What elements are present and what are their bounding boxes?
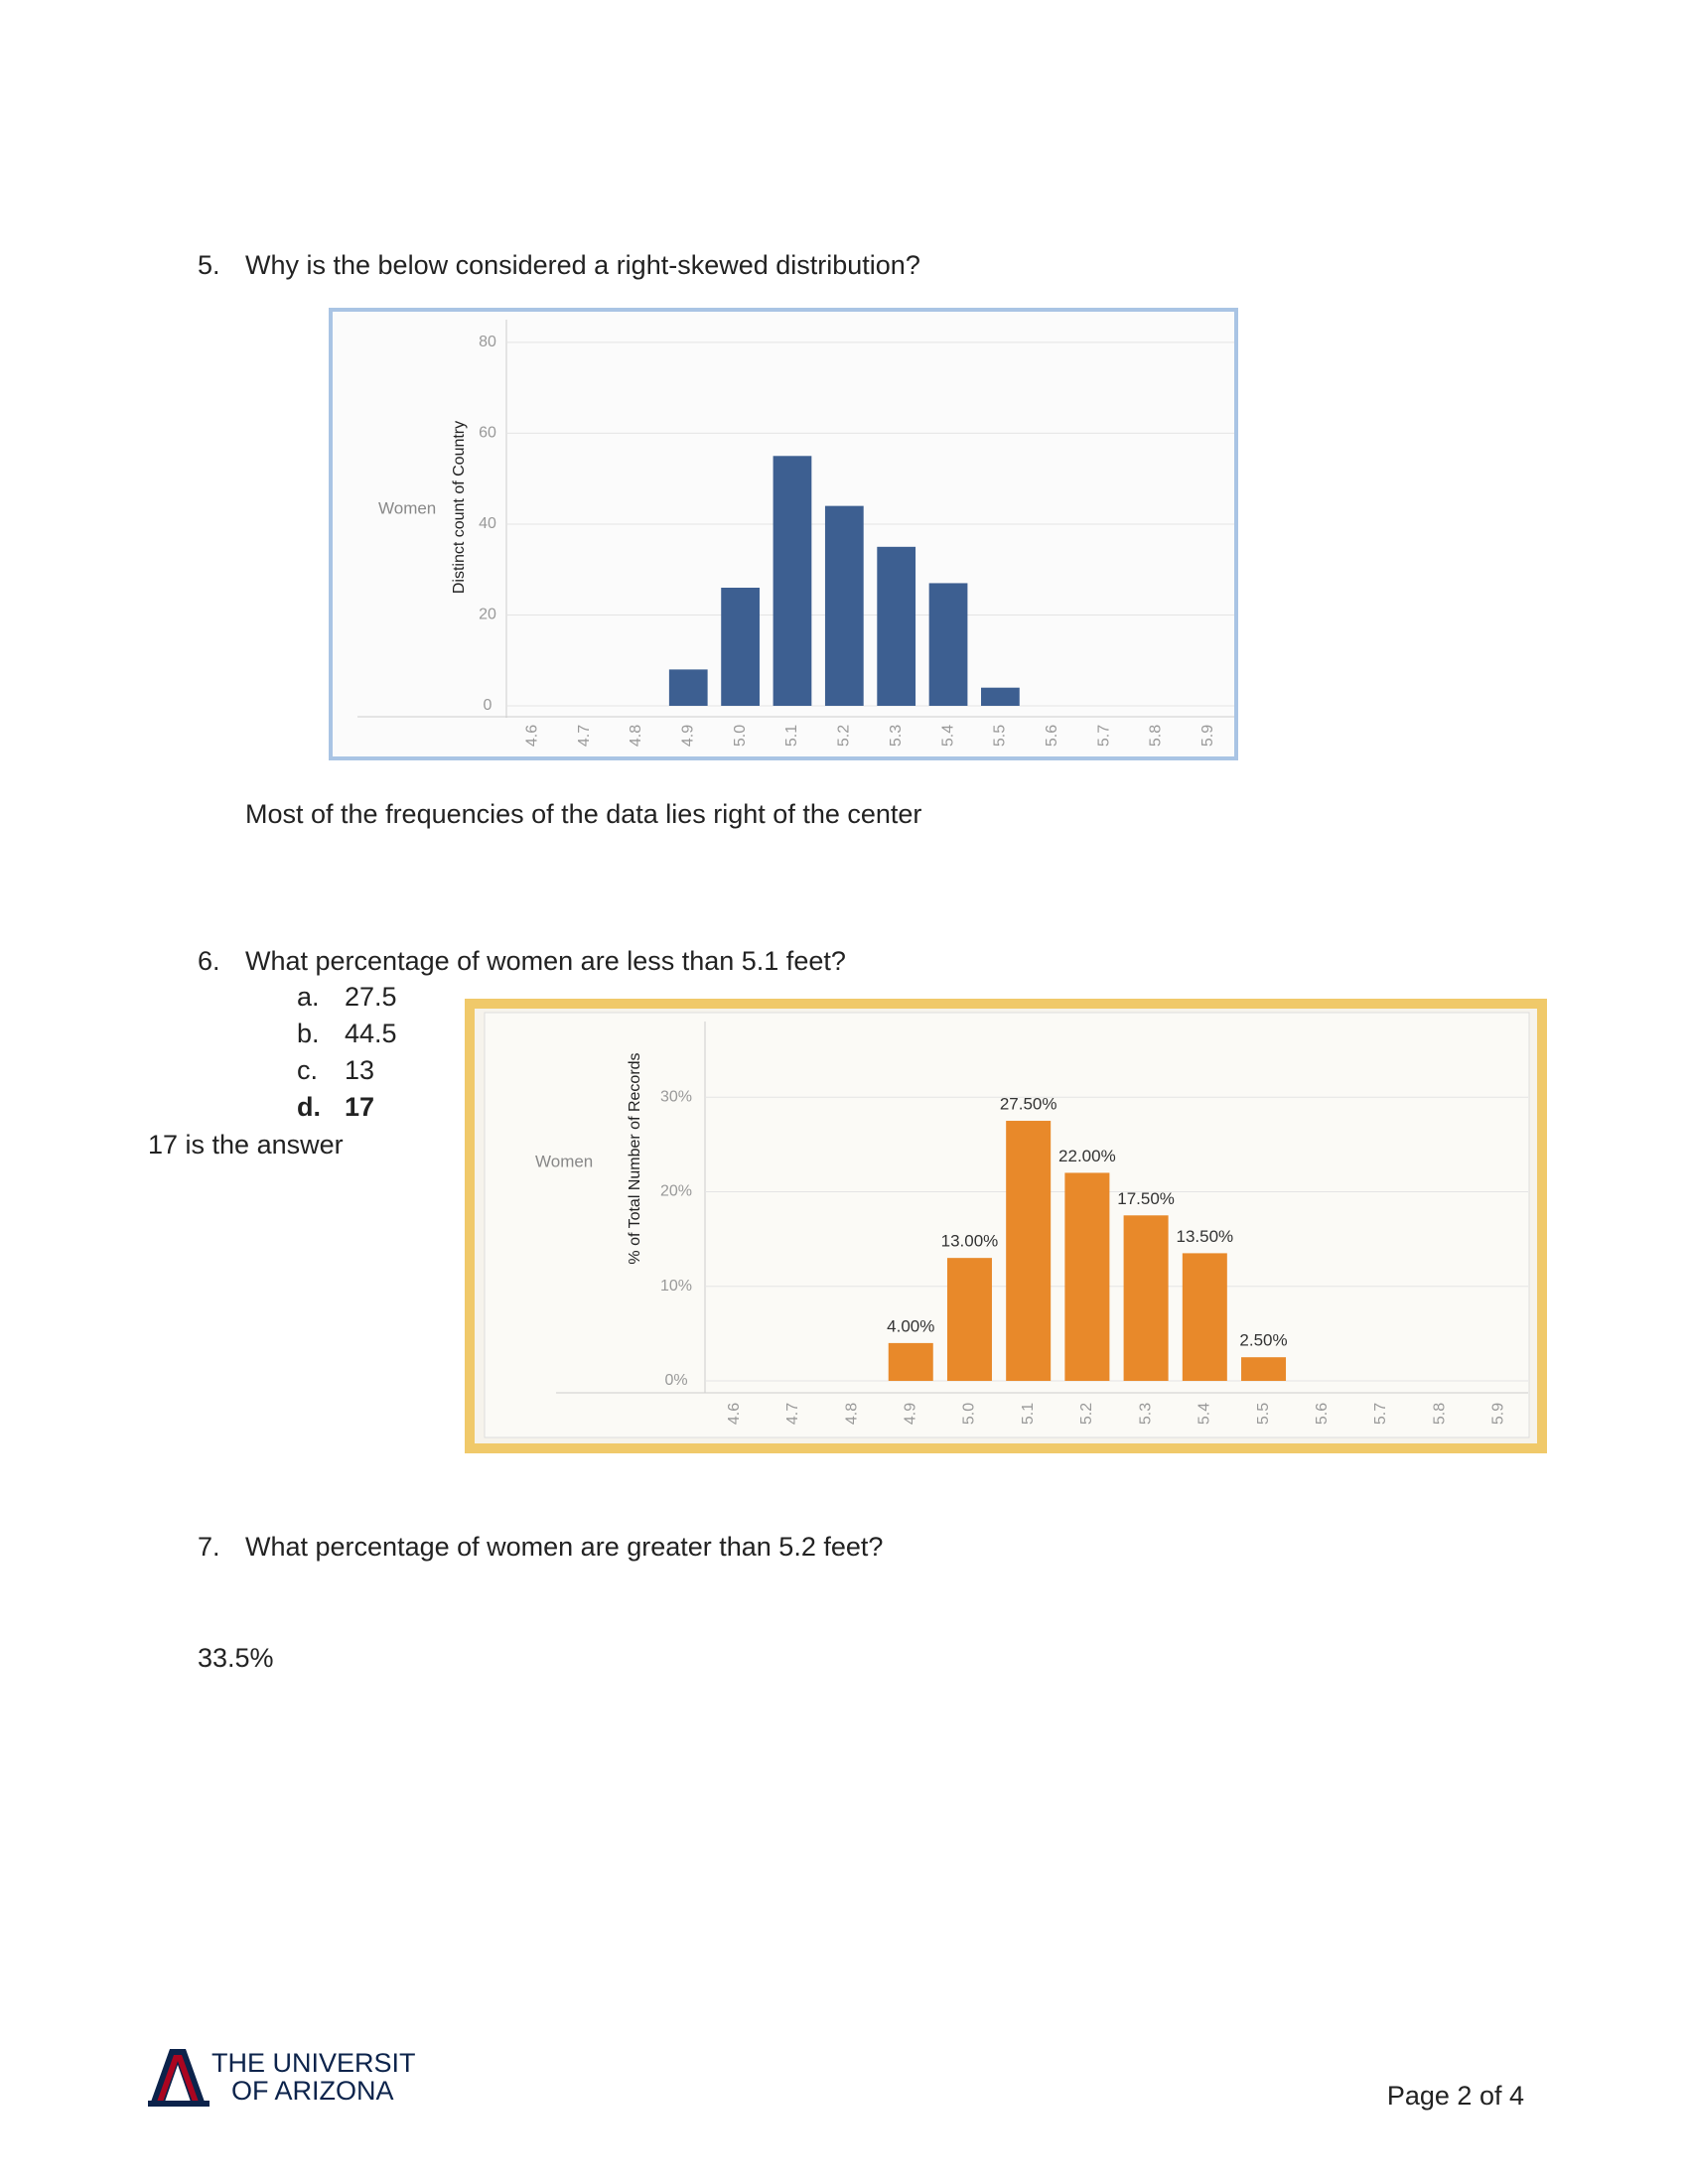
row-label: Women [535,1152,593,1170]
bar [928,583,968,706]
bar [1182,1253,1227,1381]
bar [1064,1172,1110,1381]
x-tick-label: 4.6 [726,1403,743,1425]
x-tick-label: 5.1 [1020,1403,1037,1425]
bar [888,1342,933,1381]
x-tick-label: 5.1 [783,725,800,747]
x-tick-label: 5.8 [1148,725,1165,747]
y-axis-label: % of Total Number of Records [627,1052,643,1264]
y-tick-label: 0% [664,1372,687,1389]
y-tick-label: 30% [660,1088,692,1105]
x-tick-label: 5.4 [939,725,956,747]
x-tick-label: 5.9 [1490,1403,1507,1425]
x-tick-label: 5.2 [1078,1403,1095,1425]
chart-height-count: 0 20 40 60 80 Distinct count of Country Women 4… [329,308,1238,760]
chart-height-percent: 0% 10% 20% 30% % of Total Number of Records W… [465,999,1547,1453]
bar [824,505,864,706]
value-label: 2.50% [1239,1331,1287,1350]
bar [946,1258,992,1381]
logo-text: THE UNIVERSITY [211,2048,416,2078]
option-text: 13 [345,1055,375,1085]
y-tick-label: 20 [479,607,496,623]
x-tick-label: 5.5 [992,725,1009,747]
answer-text: 33.5% [198,1643,274,1673]
question-number: 6. [198,946,220,976]
x-tick-label: 5.0 [732,725,749,747]
y-axis-label: Distinct count of Country [451,421,468,594]
answer-text: Most of the frequencies of the data lies… [245,799,922,829]
y-tick-label: 40 [479,515,496,532]
x-tick-label: 5.8 [1431,1403,1448,1425]
bar [668,669,708,706]
y-tick-label: 0 [484,697,492,714]
logo-text: OF ARIZONA [231,2076,394,2106]
bar [1123,1215,1169,1381]
bar [1241,1357,1287,1381]
x-tick-label: 4.7 [784,1403,801,1425]
x-tick-label: 4.7 [576,725,593,747]
question-text: What percentage of women are less than 5… [245,946,846,976]
value-label: 4.00% [887,1316,934,1335]
question-text: What percentage of women are greater tha… [245,1532,884,1562]
x-tick-label: 4.9 [902,1403,918,1425]
option-text: 17 [345,1092,375,1122]
y-tick-label: 10% [660,1278,692,1295]
x-tick-label: 5.3 [888,725,905,747]
x-tick-label: 5.3 [1137,1403,1154,1425]
value-label: 22.00% [1058,1147,1116,1165]
y-tick-label: 60 [479,425,496,442]
x-tick-label: 5.9 [1199,725,1216,747]
option-letter: b. [297,1019,320,1048]
bar [981,687,1020,706]
x-tick-label: 5.7 [1095,725,1112,747]
question-number: 5. [198,250,220,280]
x-tick-label: 5.0 [961,1403,978,1425]
x-tick-label: 4.9 [679,725,696,747]
value-label: 13.50% [1176,1227,1233,1246]
x-tick-label: 5.5 [1255,1403,1272,1425]
bar [773,456,812,706]
value-label: 27.50% [1000,1095,1057,1114]
bar [1006,1121,1052,1381]
option-text: 27.5 [345,982,397,1012]
y-tick-label: 80 [479,334,496,350]
logo-bar [148,2101,210,2107]
value-label: 17.50% [1117,1189,1175,1208]
x-tick-label: 4.8 [843,1403,860,1425]
x-tick-label: 5.7 [1372,1403,1389,1425]
question-number: 7. [198,1532,220,1562]
x-tick-label: 4.8 [628,725,644,747]
option-letter: a. [297,982,320,1012]
question-text: Why is the below considered a right-skew… [245,250,920,280]
x-tick-label: 5.4 [1196,1403,1213,1425]
bar [721,588,760,706]
option-text: 44.5 [345,1019,397,1048]
university-logo: THE UNIVERSITY OF ARIZONA [148,2048,416,2107]
x-tick-label: 5.6 [1314,1403,1331,1425]
x-tick-label: 5.6 [1044,725,1060,747]
option-letter: c. [297,1055,319,1085]
x-tick-label: 4.6 [523,725,540,747]
x-tick-label: 5.2 [836,725,853,747]
answer-text: 17 is the answer [148,1130,344,1160]
option-letter: d. [297,1092,321,1122]
bar [877,546,916,706]
value-label: 13.00% [941,1232,999,1251]
y-tick-label: 20% [660,1183,692,1200]
logo-a-inner [156,2055,200,2105]
page-number: Page 2 of 4 [1386,2081,1524,2111]
row-label: Women [378,498,436,517]
